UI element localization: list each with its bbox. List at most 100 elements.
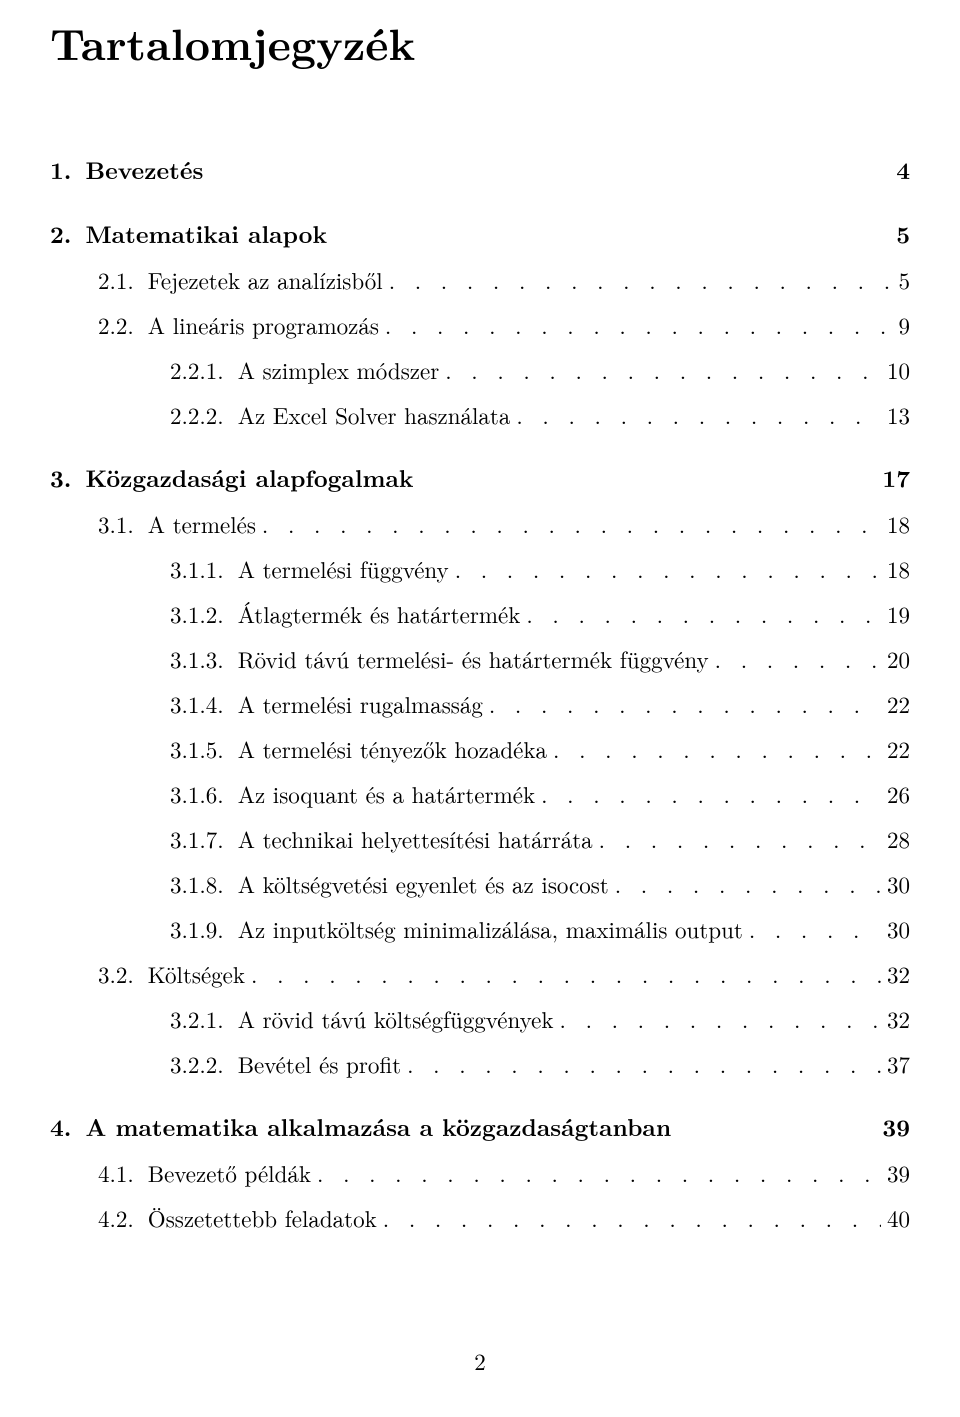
entry-number: 1. xyxy=(50,153,71,187)
entry-page: 10 xyxy=(887,353,910,386)
entry-number: 3.1.3. xyxy=(170,642,224,675)
entry-leader: . . . . . . . . . . . . . . . . . . . . … xyxy=(715,642,881,675)
entry-number: 3.1.7. xyxy=(170,822,224,855)
toc-subsection: 3.1.2.Átlagtermék és határtermék. . . . … xyxy=(50,597,910,630)
entry-label: A matematika alkalmazása a közgazdaságta… xyxy=(85,1110,671,1144)
entry-leader: . . . . . . . . . . . . . . . . . . . . … xyxy=(615,867,881,900)
toc-section: 2.1.Fejezetek az analízisből. . . . . . … xyxy=(50,263,910,296)
entry-leader: . . . . . . . . . . . . . . . . . . . . … xyxy=(445,353,881,386)
entry-page: 32 xyxy=(887,1002,910,1035)
entry-spacer xyxy=(203,153,886,187)
page-number: 2 xyxy=(50,1344,910,1377)
toc-subsection: 3.2.1. A rövid távú költségfüggvények. . … xyxy=(50,1002,910,1035)
entry-label: A termelési függvény xyxy=(238,552,449,585)
entry-label: Átlagtermék és határtermék xyxy=(238,597,521,630)
toc-chapter: 2.Matematikai alapok5 xyxy=(50,217,910,251)
entry-leader: . . . . . . . . . . . . . . . . . . . . … xyxy=(251,957,881,990)
entry-label: Bevezetés xyxy=(85,153,203,187)
entry-leader: . . . . . . . . . . . . . . . . . . . . … xyxy=(560,1002,881,1035)
entry-label: A költségvetési egyenlet és az isocost xyxy=(238,867,609,900)
entry-label: Az inputköltség minimalizálása, maximáli… xyxy=(238,912,743,945)
entry-page: 28 xyxy=(887,822,910,855)
entry-page: 13 xyxy=(887,398,910,431)
toc-subsection: 3.1.1.A termelési függvény. . . . . . . … xyxy=(50,552,910,585)
toc-subsection: 3.1.4.A termelési rugalmasság. . . . . .… xyxy=(50,687,910,720)
entry-number: 3.1.2. xyxy=(170,597,224,630)
entry-number: 3. xyxy=(50,461,71,495)
entry-page: 20 xyxy=(887,642,910,675)
entry-page: 19 xyxy=(887,597,910,630)
entry-leader: . . . . . . . . . . . . . . . . . . . . … xyxy=(389,263,893,296)
entry-page: 32 xyxy=(887,957,910,990)
entry-page: 40 xyxy=(887,1201,910,1234)
entry-label: Bevezető példák xyxy=(148,1156,311,1189)
entry-number: 3.2.2. xyxy=(170,1047,224,1080)
entry-label: A termelési rugalmasság xyxy=(238,687,483,720)
entry-number: 4.2. xyxy=(98,1201,134,1234)
entry-number: 2.2.2. xyxy=(170,398,224,431)
entry-spacer xyxy=(671,1110,872,1144)
entry-number: 3.1.8. xyxy=(170,867,224,900)
toc-subsection: 3.1.9. Az inputköltség minimalizálása, ma… xyxy=(50,912,910,945)
entry-page: 22 xyxy=(887,687,910,720)
entry-leader: . . . . . . . . . . . . . . . . . . . . … xyxy=(599,822,881,855)
entry-page: 26 xyxy=(887,777,910,810)
entry-number: 2.2. xyxy=(98,308,134,341)
entry-leader: . . . . . . . . . . . . . . . . . . . . … xyxy=(749,912,881,945)
entry-leader: . . . . . . . . . . . . . . . . . . . . … xyxy=(317,1156,881,1189)
entry-page: 39 xyxy=(887,1156,910,1189)
entry-leader: . . . . . . . . . . . . . . . . . . . . … xyxy=(516,398,881,431)
toc-subsection: 3.1.6. Az isoquant és a határtermék. . . … xyxy=(50,777,910,810)
entry-number: 4.1. xyxy=(98,1156,134,1189)
entry-page: 30 xyxy=(887,867,910,900)
entry-label: A termelés xyxy=(148,507,256,540)
entry-label: Az isoquant és a határtermék xyxy=(238,777,535,810)
entry-label: A rövid távú költségfüggvények xyxy=(238,1002,554,1035)
entry-label: Közgazdasági alapfogalmak xyxy=(85,461,413,495)
entry-leader: . . . . . . . . . . . . . . . . . . . . … xyxy=(541,777,881,810)
toc-section: 4.1. Bevezető példák. . . . . . . . . . .… xyxy=(50,1156,910,1189)
entry-number: 3.1.1. xyxy=(170,552,224,585)
entry-page: 22 xyxy=(887,732,910,765)
entry-label: Bevétel és profit xyxy=(238,1047,401,1080)
entry-label: Rövid távú termelési- és határtermék füg… xyxy=(238,642,709,675)
toc-subsection: 3.1.7. A technikai helyettesítési határrá… xyxy=(50,822,910,855)
entry-leader: . . . . . . . . . . . . . . . . . . . . … xyxy=(262,507,881,540)
entry-page: 30 xyxy=(887,912,910,945)
entry-leader: . . . . . . . . . . . . . . . . . . . . … xyxy=(489,687,881,720)
toc-subsection: 3.2.2. Bevétel és profit. . . . . . . . .… xyxy=(50,1047,910,1080)
entry-number: 2. xyxy=(50,217,71,251)
entry-number: 3.1.5. xyxy=(170,732,224,765)
entry-label: A lineáris programozás xyxy=(148,308,379,341)
entry-number: 2.1. xyxy=(98,263,134,296)
toc-title: Tartalomjegyzék xyxy=(50,10,910,73)
entry-leader: . . . . . . . . . . . . . . . . . . . . … xyxy=(407,1047,881,1080)
entry-page: 18 xyxy=(887,507,910,540)
entry-leader: . . . . . . . . . . . . . . . . . . . . … xyxy=(553,732,881,765)
toc-section: 2.2. A lineáris programozás. . . . . . . … xyxy=(50,308,910,341)
entry-number: 3.1.6. xyxy=(170,777,224,810)
entry-label: A szimplex módszer xyxy=(238,353,440,386)
entry-label: A technikai helyettesítési határráta xyxy=(238,822,593,855)
entry-label: Összetettebb feladatok xyxy=(148,1201,377,1234)
entry-number: 3.2.1. xyxy=(170,1002,224,1035)
entry-page: 9 xyxy=(899,308,911,341)
toc-chapter: 1. Bevezetés 4 xyxy=(50,153,910,187)
entry-number: 2.2.1. xyxy=(170,353,224,386)
toc-section: 4.2. Összetettebb feladatok. . . . . . . … xyxy=(50,1201,910,1234)
toc-subsection: 3.1.3. Rövid távú termelési- és határterm… xyxy=(50,642,910,675)
entry-leader: . . . . . . . . . . . . . . . . . . . . … xyxy=(385,308,893,341)
entry-leader: . . . . . . . . . . . . . . . . . . . . … xyxy=(383,1201,881,1234)
entry-number: 3.1.9. xyxy=(170,912,224,945)
toc-list: 1. Bevezetés 4 2. Matematikai alapok 52.1.Fej… xyxy=(50,153,910,1234)
entry-number: 4. xyxy=(50,1110,71,1144)
entry-page: 5 xyxy=(899,263,911,296)
entry-page: 37 xyxy=(887,1047,910,1080)
entry-page: 4 xyxy=(896,153,910,187)
entry-label: A termelési tényezők hozadéka xyxy=(238,732,547,765)
entry-page: 17 xyxy=(882,461,910,495)
toc-section: 3.1.A termelés. . . . . . . . . . . . . … xyxy=(50,507,910,540)
entry-page: 39 xyxy=(882,1110,910,1144)
entry-label: Matematikai alapok xyxy=(85,217,327,251)
entry-spacer xyxy=(327,217,886,251)
